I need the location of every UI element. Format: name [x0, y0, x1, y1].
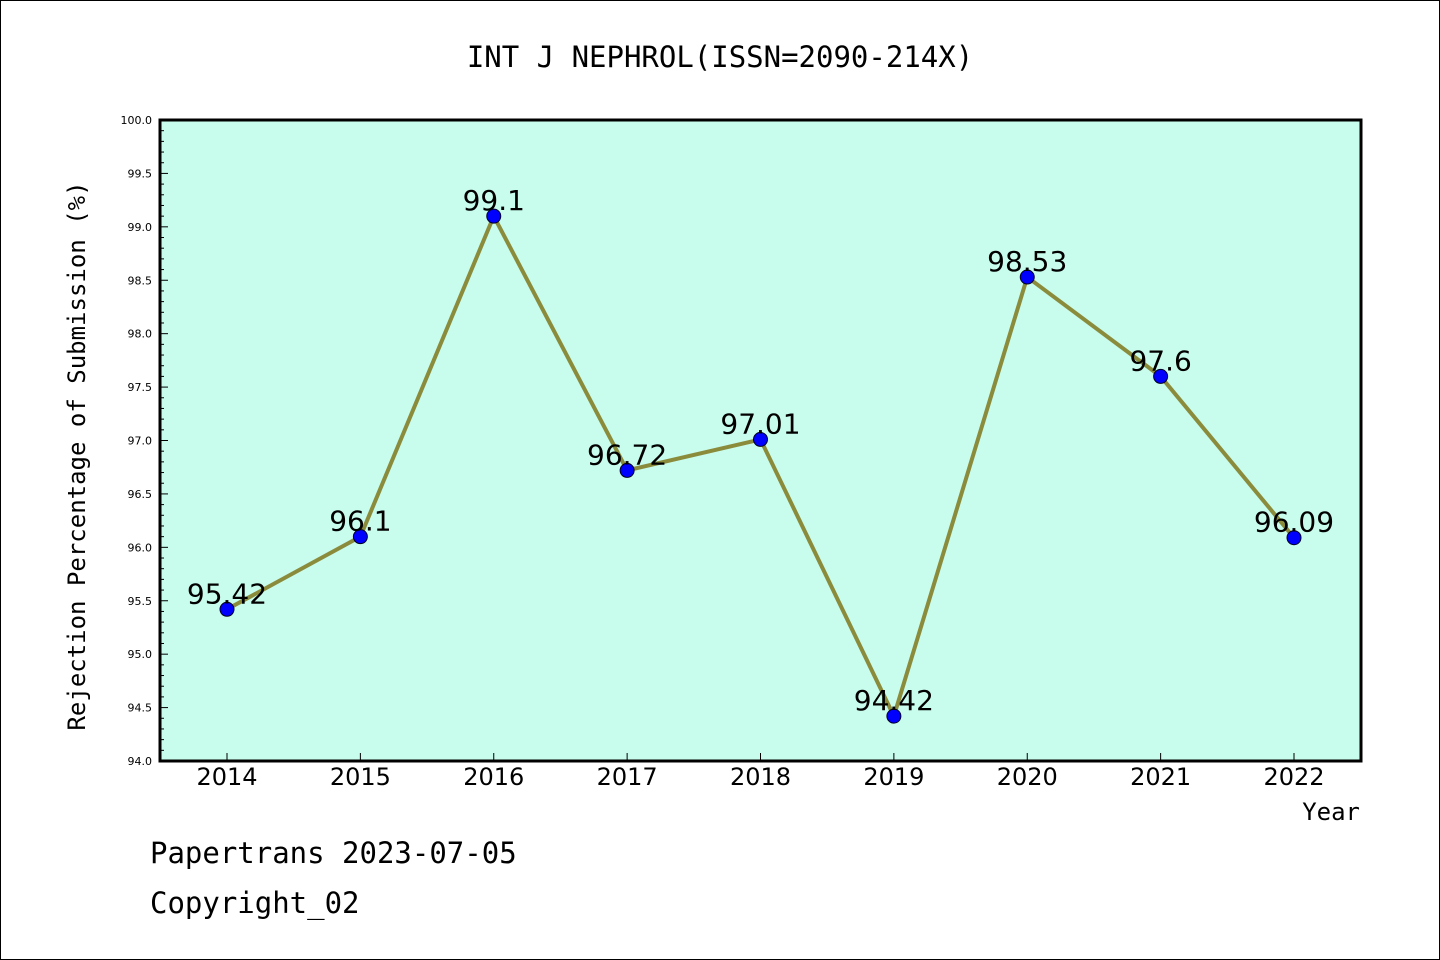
y-tick-label: 94.0	[128, 755, 153, 768]
x-axis: 2014 2015 2016 2017 2018 2019 2020 2021 2022	[196, 753, 1325, 791]
x-tick-label: 2022	[1263, 763, 1324, 791]
x-tick-label: 2014	[196, 763, 257, 791]
chart-title: INT J NEPHROL(ISSN=2090-214X)	[467, 40, 973, 74]
series-line	[219, 208, 1302, 724]
y-tick-label: 98.0	[128, 328, 153, 341]
data-label-2018: 97.01	[720, 407, 800, 440]
data-label-2020: 98.53	[987, 245, 1067, 278]
data-point-2014	[219, 601, 235, 617]
data-point-2021	[1153, 368, 1169, 384]
data-label-2016: 99.1	[463, 184, 525, 217]
x-tick-label: 2019	[863, 763, 924, 791]
data-label-2017: 96.72	[587, 438, 667, 471]
y-tick-label: 100.0	[121, 114, 153, 127]
data-point-2022	[1286, 530, 1302, 546]
data-label-2014: 95.42	[187, 577, 267, 610]
y-tick-label: 95.0	[128, 648, 153, 661]
data-point-2018	[753, 431, 768, 447]
x-tick-label: 2016	[463, 763, 524, 791]
y-tick-label: 94.5	[128, 702, 153, 715]
x-tick-label: 2017	[597, 763, 658, 791]
y-tick-label: 97.5	[128, 381, 153, 394]
data-label-2015: 96.1	[329, 505, 391, 538]
data-point-2017	[619, 462, 635, 478]
data-label-2021: 97.6	[1129, 344, 1191, 377]
y-axis-label: Rejection Percentage of Submission (%)	[63, 181, 91, 730]
y-tick-label: 97.0	[128, 435, 153, 448]
y-tick-label: 96.5	[128, 488, 153, 501]
x-tick-label: 2018	[730, 763, 791, 791]
x-axis-label: Year	[1302, 798, 1360, 826]
data-labels: 95.42 96.1 99.1 96.72 97.01 94.42 98.53 97.6 96.…	[187, 184, 1334, 717]
y-axis: 94.0 94.5 95.0 95.5 96.0 96.5 97.0 97.5 98.0 98.5…	[121, 114, 168, 768]
y-tick-label: 96.0	[128, 541, 153, 554]
x-tick-label: 2020	[997, 763, 1058, 791]
data-point-2015	[352, 529, 368, 545]
data-label-2019: 94.42	[854, 684, 934, 717]
footer-copyright: Copyright_02	[150, 886, 360, 920]
y-tick-label: 99.0	[128, 221, 153, 234]
data-point-2020	[1019, 269, 1035, 285]
data-point-2019	[886, 708, 902, 724]
footer-date: Papertrans 2023-07-05	[150, 836, 517, 870]
y-tick-label: 95.5	[128, 595, 153, 608]
x-tick-label: 2021	[1130, 763, 1191, 791]
data-label-2022: 96.09	[1254, 506, 1334, 539]
data-point-2016	[486, 208, 502, 224]
y-tick-label: 99.5	[128, 167, 153, 180]
y-tick-label: 98.5	[128, 274, 153, 287]
x-tick-label: 2015	[330, 763, 391, 791]
